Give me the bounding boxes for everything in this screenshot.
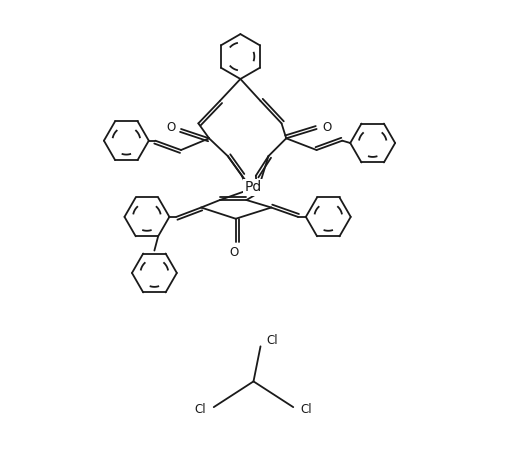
Text: O: O: [230, 246, 239, 259]
Text: O: O: [166, 121, 175, 133]
Text: Pd: Pd: [245, 180, 262, 194]
Text: Cl: Cl: [266, 334, 278, 347]
Text: O: O: [322, 121, 332, 133]
Text: Cl: Cl: [195, 403, 206, 416]
Text: Cl: Cl: [301, 403, 312, 416]
